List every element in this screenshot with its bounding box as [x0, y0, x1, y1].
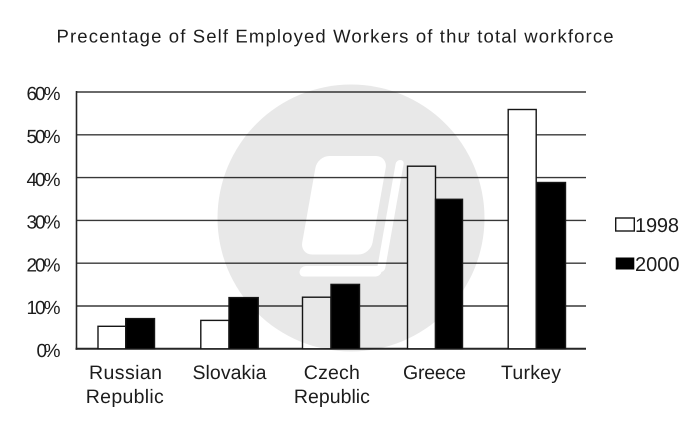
svg-text:50%: 50% [27, 127, 61, 148]
svg-text:Republic: Republic [294, 386, 370, 408]
svg-text:Precentage of Self Employed Wo: Precentage of Self Employed Workers of t… [57, 26, 614, 47]
svg-text:20%: 20% [27, 255, 61, 276]
svg-text:Turkey: Turkey [501, 362, 561, 384]
svg-text:40%: 40% [27, 170, 61, 191]
svg-text:Russian: Russian [89, 362, 162, 384]
svg-text:1998: 1998 [635, 215, 679, 237]
svg-text:2000: 2000 [635, 254, 680, 276]
svg-text:Greece: Greece [403, 362, 466, 384]
svg-text:Czech: Czech [304, 362, 360, 384]
svg-text:Republic: Republic [86, 386, 164, 408]
svg-text:Slovakia: Slovakia [193, 362, 267, 384]
svg-text:10%: 10% [27, 298, 61, 319]
svg-text:0%: 0% [37, 341, 61, 362]
svg-text:60%: 60% [27, 84, 61, 105]
svg-text:30%: 30% [27, 213, 61, 234]
